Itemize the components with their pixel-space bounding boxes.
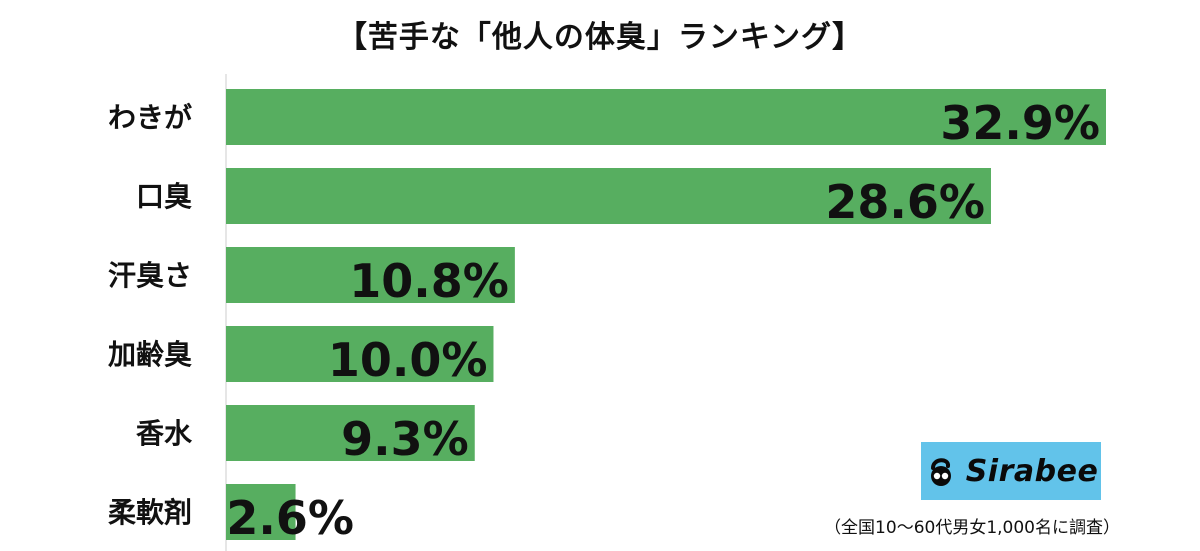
bar <box>226 484 296 540</box>
chart-title: 【苦手な「他人の体臭」ランキング】 <box>336 20 864 55</box>
sirabee-logo: Sirabee <box>921 442 1101 500</box>
category-label: 柔軟剤 <box>108 496 192 529</box>
bar <box>226 405 475 461</box>
value-label: 10.0% <box>328 333 488 387</box>
value-label: 10.8% <box>349 254 509 308</box>
logo-text: Sirabee <box>965 453 1099 489</box>
category-label: 加齢臭 <box>108 338 192 371</box>
value-label: 28.6% <box>825 175 985 229</box>
value-label: 2.6% <box>226 491 354 545</box>
bar <box>226 89 1106 145</box>
category-label: 汗臭さ <box>108 259 192 292</box>
bar <box>226 326 494 382</box>
value-label: 32.9% <box>940 96 1100 150</box>
survey-footnote: （全国10〜60代男女1,000名に調査） <box>824 518 1120 538</box>
bar <box>226 168 991 224</box>
bar <box>226 247 515 303</box>
value-label: 9.3% <box>341 412 469 466</box>
sirabee-logo-icon <box>930 458 951 486</box>
category-label: 口臭 <box>136 180 192 213</box>
category-label: わきが <box>108 101 192 134</box>
category-label: 香水 <box>136 417 193 450</box>
